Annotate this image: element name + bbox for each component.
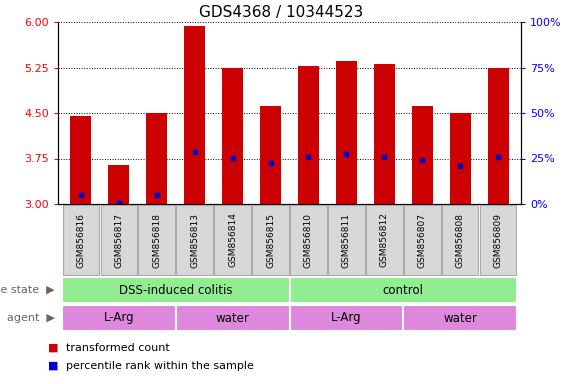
Text: GSM856816: GSM856816	[76, 212, 85, 268]
Bar	[108, 165, 129, 204]
Bar	[260, 106, 281, 204]
Text: GDS4368 / 10344523: GDS4368 / 10344523	[199, 5, 364, 20]
FancyBboxPatch shape	[291, 205, 327, 275]
Bar	[488, 68, 508, 204]
Text: GSM856814: GSM856814	[228, 213, 237, 267]
FancyBboxPatch shape	[289, 305, 403, 331]
FancyBboxPatch shape	[252, 205, 289, 275]
Text: GSM856817: GSM856817	[114, 212, 123, 268]
Text: agent  ▶: agent ▶	[7, 313, 55, 323]
Text: DSS-induced colitis: DSS-induced colitis	[119, 283, 233, 296]
Bar	[222, 68, 243, 204]
Bar	[450, 113, 471, 204]
FancyBboxPatch shape	[215, 205, 251, 275]
FancyBboxPatch shape	[62, 305, 176, 331]
Text: GSM856809: GSM856809	[494, 212, 503, 268]
Bar	[336, 61, 357, 204]
FancyBboxPatch shape	[480, 205, 516, 275]
Text: ■: ■	[48, 361, 59, 371]
Text: GSM856811: GSM856811	[342, 212, 351, 268]
Text: GSM856812: GSM856812	[380, 213, 389, 267]
FancyBboxPatch shape	[62, 276, 289, 303]
FancyBboxPatch shape	[176, 205, 213, 275]
Text: GSM856808: GSM856808	[456, 212, 465, 268]
Text: GSM856818: GSM856818	[152, 212, 161, 268]
Bar	[374, 65, 395, 204]
Bar	[184, 26, 205, 204]
Text: disease state  ▶: disease state ▶	[0, 285, 55, 295]
Text: L-Arg: L-Arg	[331, 311, 362, 324]
Text: water: water	[443, 311, 477, 324]
Bar	[412, 106, 433, 204]
Bar	[70, 116, 91, 204]
Bar	[146, 113, 167, 204]
Text: percentile rank within the sample: percentile rank within the sample	[66, 361, 254, 371]
Text: transformed count: transformed count	[66, 343, 170, 353]
FancyBboxPatch shape	[442, 205, 479, 275]
FancyBboxPatch shape	[101, 205, 137, 275]
Bar	[298, 66, 319, 204]
Text: GSM856810: GSM856810	[304, 212, 313, 268]
Text: L-Arg: L-Arg	[104, 311, 134, 324]
FancyBboxPatch shape	[289, 276, 517, 303]
Text: control: control	[383, 283, 424, 296]
FancyBboxPatch shape	[138, 205, 175, 275]
FancyBboxPatch shape	[176, 305, 289, 331]
FancyBboxPatch shape	[404, 205, 440, 275]
FancyBboxPatch shape	[366, 205, 403, 275]
FancyBboxPatch shape	[328, 205, 365, 275]
FancyBboxPatch shape	[403, 305, 517, 331]
FancyBboxPatch shape	[62, 205, 99, 275]
Text: water: water	[216, 311, 249, 324]
Text: GSM856815: GSM856815	[266, 212, 275, 268]
Text: GSM856807: GSM856807	[418, 212, 427, 268]
Text: ■: ■	[48, 343, 59, 353]
Text: GSM856813: GSM856813	[190, 212, 199, 268]
